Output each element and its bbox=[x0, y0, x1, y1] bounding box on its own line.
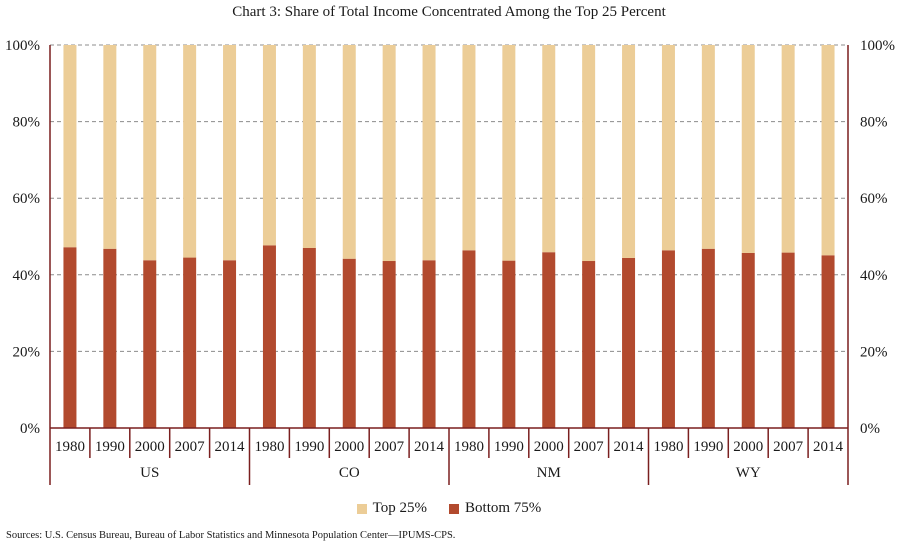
bar-top-WY-1990 bbox=[701, 45, 715, 249]
bar-top-US-1990 bbox=[103, 45, 117, 249]
bar-bottom-CO-2007 bbox=[382, 261, 396, 428]
x-tick-year: 1990 bbox=[693, 439, 723, 455]
legend: Top 25% Bottom 75% bbox=[0, 500, 898, 517]
y-tick-left-40: 40% bbox=[13, 268, 41, 284]
bar-top-NM-2014 bbox=[622, 45, 636, 258]
x-tick-year: 2007 bbox=[175, 439, 206, 455]
bar-top-NM-1990 bbox=[502, 45, 516, 261]
x-group-WY: WY bbox=[736, 465, 761, 481]
x-tick-year: 2014 bbox=[414, 439, 445, 455]
bar-bottom-CO-1990 bbox=[302, 247, 316, 428]
x-tick-year: 1990 bbox=[294, 439, 324, 455]
x-tick-year: 1980 bbox=[454, 439, 484, 455]
y-tick-right-60: 60% bbox=[860, 191, 888, 207]
bar-bottom-US-1990 bbox=[103, 248, 117, 428]
y-tick-right-0: 0% bbox=[860, 421, 880, 437]
y-tick-left-80: 80% bbox=[13, 115, 41, 131]
x-tick-year: 1980 bbox=[55, 439, 85, 455]
bar-top-NM-2000 bbox=[542, 45, 556, 253]
bar-top-US-1980 bbox=[63, 45, 77, 248]
bar-top-WY-2007 bbox=[781, 45, 795, 253]
x-tick-year: 2014 bbox=[614, 439, 645, 455]
bar-bottom-WY-1980 bbox=[661, 250, 675, 428]
x-tick-year: 2000 bbox=[135, 439, 165, 455]
bar-bottom-NM-2014 bbox=[622, 257, 636, 428]
x-tick-year: 2014 bbox=[215, 439, 246, 455]
x-tick-year: 1980 bbox=[254, 439, 284, 455]
x-tick-year: 2000 bbox=[733, 439, 763, 455]
x-group-US: US bbox=[140, 465, 159, 481]
bar-bottom-WY-2000 bbox=[741, 252, 755, 428]
bar-top-WY-1980 bbox=[661, 45, 675, 251]
y-tick-right-40: 40% bbox=[860, 268, 888, 284]
x-tick-year: 2007 bbox=[374, 439, 405, 455]
bar-bottom-US-2007 bbox=[183, 257, 197, 428]
legend-label-top: Top 25% bbox=[372, 500, 428, 516]
x-group-NM: NM bbox=[537, 465, 561, 481]
bar-top-CO-1980 bbox=[262, 45, 276, 246]
y-tick-left-20: 20% bbox=[13, 344, 41, 360]
bar-top-WY-2014 bbox=[821, 45, 835, 256]
bar-bottom-US-1980 bbox=[63, 247, 77, 428]
bar-bottom-NM-2007 bbox=[582, 261, 596, 428]
bar-bottom-WY-1990 bbox=[701, 248, 715, 428]
legend-item-bottom: Bottom 75% bbox=[449, 500, 541, 517]
source-note: Sources: U.S. Census Bureau, Bureau of L… bbox=[6, 530, 456, 541]
x-tick-year: 1990 bbox=[95, 439, 125, 455]
bar-top-US-2014 bbox=[223, 45, 237, 261]
bar-bottom-WY-2007 bbox=[781, 252, 795, 428]
bar-bottom-CO-2014 bbox=[422, 260, 436, 428]
y-tick-left-100: 100% bbox=[5, 38, 40, 54]
legend-label-bottom: Bottom 75% bbox=[465, 500, 542, 516]
x-tick-year: 2014 bbox=[813, 439, 844, 455]
y-tick-right-20: 20% bbox=[860, 344, 888, 360]
chart-title: Chart 3: Share of Total Income Concentra… bbox=[232, 4, 666, 20]
bar-top-WY-2000 bbox=[741, 45, 755, 253]
legend-swatch-bottom bbox=[449, 503, 460, 514]
y-tick-left-60: 60% bbox=[13, 191, 41, 207]
x-tick-year: 2007 bbox=[574, 439, 605, 455]
x-tick-year: 2007 bbox=[773, 439, 804, 455]
bar-top-NM-2007 bbox=[582, 45, 596, 262]
bar-top-US-2000 bbox=[143, 45, 157, 261]
x-tick-year: 1980 bbox=[653, 439, 683, 455]
bar-top-CO-2000 bbox=[342, 45, 356, 259]
bar-top-NM-1980 bbox=[462, 45, 476, 251]
bar-bottom-NM-1990 bbox=[502, 260, 516, 428]
bar-bottom-NM-2000 bbox=[542, 252, 556, 428]
bar-bottom-CO-2000 bbox=[342, 258, 356, 428]
legend-item-top: Top 25% bbox=[356, 500, 428, 517]
bar-top-CO-2014 bbox=[422, 45, 436, 261]
legend-swatch-top bbox=[356, 503, 367, 514]
bar-bottom-WY-2014 bbox=[821, 255, 835, 428]
y-tick-right-80: 80% bbox=[860, 115, 888, 131]
bar-top-CO-1990 bbox=[302, 45, 316, 248]
y-tick-left-0: 0% bbox=[20, 421, 40, 437]
bar-top-US-2007 bbox=[183, 45, 197, 258]
bar-bottom-CO-1980 bbox=[262, 245, 276, 428]
x-tick-year: 2000 bbox=[534, 439, 564, 455]
bar-bottom-US-2014 bbox=[223, 260, 237, 428]
x-tick-year: 1990 bbox=[494, 439, 524, 455]
y-tick-right-100: 100% bbox=[860, 38, 895, 54]
x-tick-year: 2000 bbox=[334, 439, 364, 455]
bar-bottom-NM-1980 bbox=[462, 250, 476, 428]
x-group-CO: CO bbox=[339, 465, 360, 481]
bar-top-CO-2007 bbox=[382, 45, 396, 262]
bar-bottom-US-2000 bbox=[143, 260, 157, 428]
